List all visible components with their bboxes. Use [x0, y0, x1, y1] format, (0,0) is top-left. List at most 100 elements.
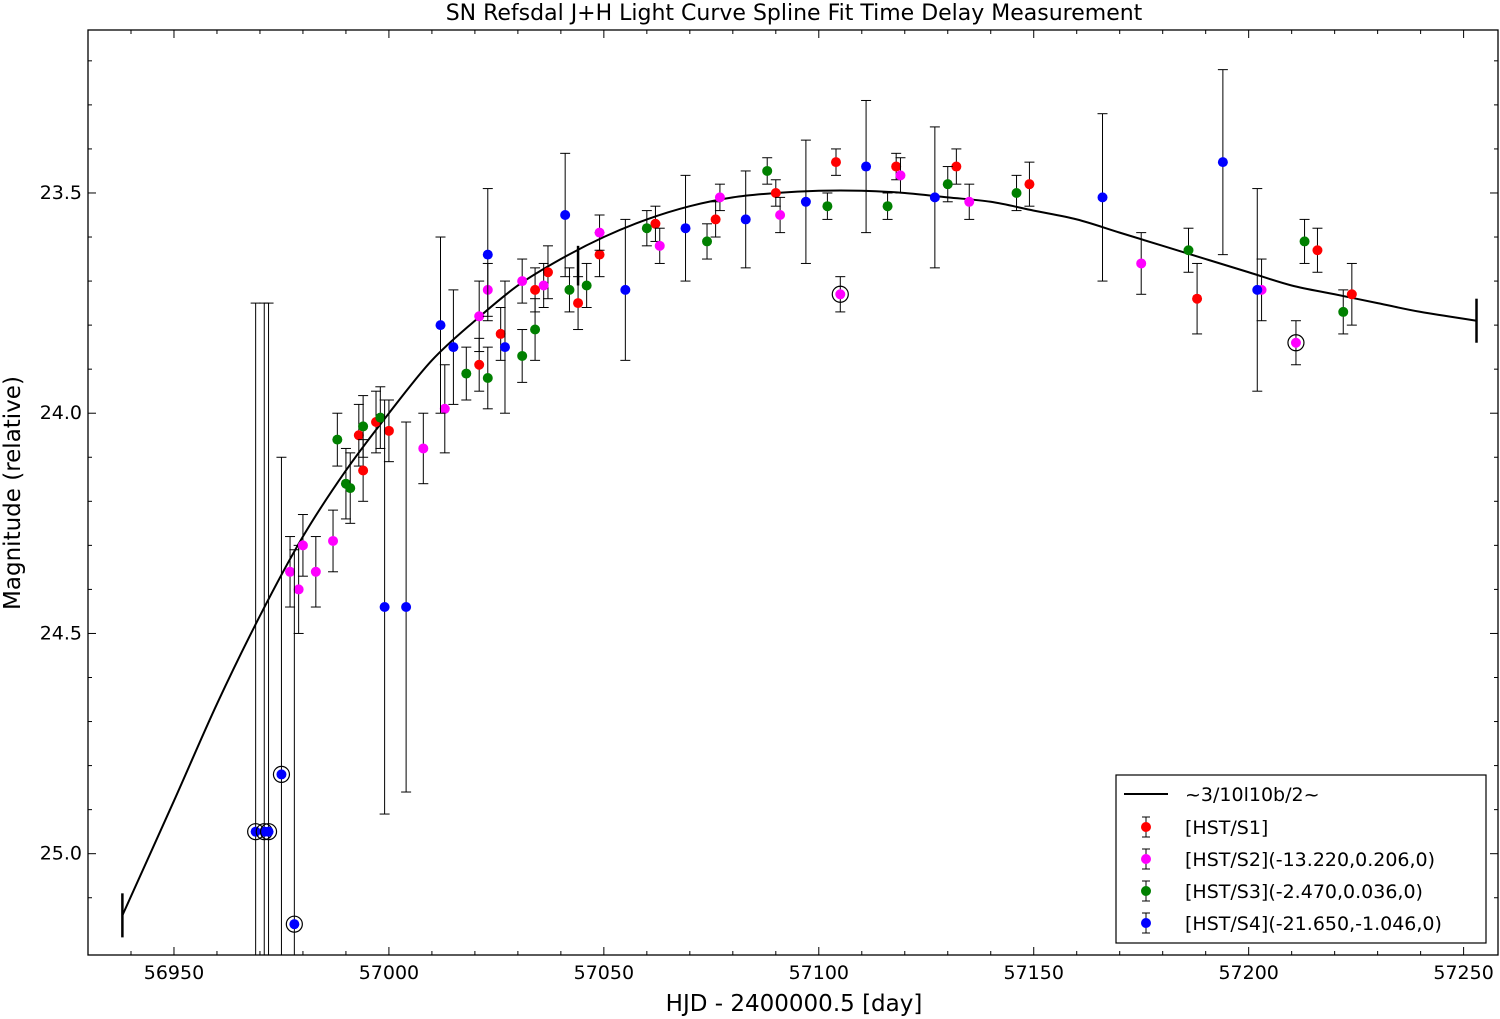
data-marker [620, 284, 631, 295]
data-point-s3 [942, 166, 953, 203]
data-point-s4 [620, 218, 631, 361]
data-marker [448, 342, 459, 353]
data-marker [1011, 187, 1022, 198]
data-point-s1 [650, 205, 661, 242]
data-marker [474, 359, 485, 370]
x-tick-label: 57100 [789, 962, 849, 984]
legend-label: [HST/S3](-2.470,0.036,0) [1185, 881, 1423, 903]
data-point-s3 [482, 346, 493, 410]
data-point-s1 [710, 201, 721, 238]
data-marker [594, 249, 605, 260]
data-marker [482, 249, 493, 260]
data-marker [517, 276, 528, 287]
data-point-s4 [1217, 69, 1228, 256]
data-marker [375, 412, 386, 423]
data-marker [775, 210, 786, 220]
data-marker [740, 214, 751, 225]
data-marker [951, 161, 962, 172]
data-marker [358, 421, 369, 432]
data-point-s3 [358, 395, 369, 458]
data-point-s3 [530, 298, 541, 361]
data-point-s3 [1299, 218, 1310, 264]
data-point-s3 [641, 210, 652, 247]
data-point-s1 [573, 276, 584, 331]
data-point-s4 [800, 139, 811, 264]
data-marker [641, 223, 652, 234]
data-point-s4 [285, 549, 303, 955]
data-marker [1024, 179, 1035, 190]
data-marker [822, 201, 833, 212]
data-marker [345, 483, 356, 494]
data-marker [499, 342, 510, 353]
data-point-s4 [435, 236, 446, 414]
data-marker [297, 540, 308, 551]
data-point-s4 [247, 302, 265, 955]
data-point-s3 [345, 452, 356, 524]
chart-title: SN Refsdal J+H Light Curve Spline Fit Ti… [446, 1, 1143, 26]
data-point-s1 [770, 179, 781, 207]
data-point-s2 [297, 514, 308, 577]
data-point-s2 [714, 183, 725, 212]
data-marker [680, 223, 691, 234]
data-marker [1290, 337, 1301, 348]
data-point-s4 [482, 188, 493, 322]
data-point-s2 [439, 364, 450, 454]
y-axis-label: Magnitude (relative) [0, 376, 26, 610]
data-point-s2 [517, 258, 528, 304]
data-marker [289, 919, 300, 930]
data-marker [310, 566, 321, 577]
x-axis-ticks: 56950 57000 57050 57100 57150 57200 57250 [87, 30, 1494, 984]
data-point-s2 [594, 214, 605, 251]
data-marker [439, 403, 450, 414]
data-marker [581, 280, 592, 291]
data-marker [358, 465, 369, 476]
data-point-s3 [461, 346, 472, 401]
data-point-s2 [775, 196, 786, 234]
legend-box [1115, 774, 1487, 944]
data-point-s1 [1192, 262, 1203, 335]
plot-frame [87, 29, 1499, 956]
outlier-ring [285, 915, 303, 933]
y-tick-label: 23.5 [40, 182, 82, 204]
data-points [247, 69, 1357, 955]
x-tick-label: 57000 [359, 962, 419, 984]
data-point-s4 [401, 421, 412, 793]
data-marker [1346, 289, 1357, 300]
spline-curve [121, 189, 1477, 916]
data-point-s4 [272, 456, 291, 955]
x-tick-label: 57050 [574, 962, 634, 984]
data-marker [560, 210, 571, 220]
data-point-s1 [542, 245, 553, 300]
data-marker [573, 298, 584, 309]
data-marker [379, 602, 390, 613]
data-marker [332, 434, 343, 445]
data-point-s3 [1338, 289, 1349, 335]
data-marker [542, 267, 553, 278]
x-tick-label: 57250 [1433, 962, 1493, 984]
data-marker [650, 218, 661, 229]
data-point-s4 [448, 289, 459, 405]
data-marker [285, 566, 296, 577]
data-point-s1 [1312, 227, 1323, 273]
data-point-s2 [1287, 320, 1305, 366]
data-point-s3 [762, 157, 773, 185]
data-marker [835, 289, 846, 300]
data-point-s4 [255, 302, 273, 955]
legend-label: [HST/S4](-21.650,-1.046,0) [1185, 913, 1442, 935]
data-point-s3 [1183, 227, 1194, 273]
data-marker [1217, 157, 1228, 168]
data-marker [1192, 293, 1203, 304]
data-marker [762, 165, 773, 176]
data-marker [882, 201, 893, 212]
legend-marker [1141, 854, 1151, 864]
plot-area: 56950 57000 57050 57100 57150 57200 57250 23.5… [40, 29, 1499, 984]
data-point-s2 [418, 412, 429, 485]
data-marker [800, 196, 811, 207]
data-marker [418, 443, 429, 454]
data-marker [1183, 245, 1194, 256]
data-marker [891, 161, 902, 172]
legend: ~3/10l10b/2~ [HST/S1] [HST/S2](-13.220,0.… [1115, 774, 1487, 944]
y-tick-label: 24.5 [40, 622, 82, 644]
data-marker [353, 430, 364, 441]
